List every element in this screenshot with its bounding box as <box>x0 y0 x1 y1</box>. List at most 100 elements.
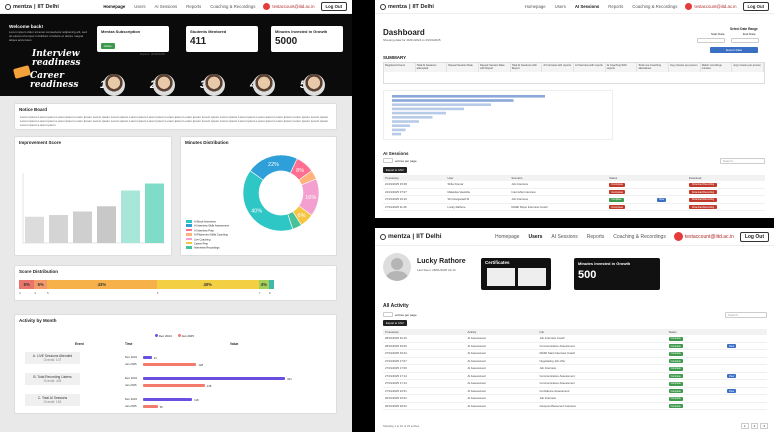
page-2-button[interactable]: 2 <box>750 423 759 429</box>
activity-col-value[interactable]: Value <box>230 342 239 346</box>
account-menu[interactable]: testaccount@iitd.ac.in <box>673 232 734 241</box>
col-download[interactable]: Download <box>686 175 765 181</box>
nav-ai-sessions[interactable]: AI Sessions <box>551 233 578 240</box>
col-activity[interactable]: Activity <box>465 329 538 335</box>
top-mentee-4[interactable]: 4 <box>250 74 276 96</box>
export-data-button[interactable]: Export Data <box>710 47 758 53</box>
legend-item[interactable]: AI Mock Interviews <box>186 220 229 224</box>
logout-button[interactable]: Log Out <box>320 2 347 11</box>
certificate-thumb-icon[interactable] <box>518 268 546 286</box>
top-mentee-1[interactable]: 1 <box>100 74 126 96</box>
page-1-button[interactable]: 1 <box>741 423 749 429</box>
table-row[interactable]: 26/01/2025 10:02 AI Assessment Job Intervi… <box>383 394 767 403</box>
col-status[interactable]: Status <box>607 175 656 181</box>
legend-item[interactable]: Career Prep <box>186 241 229 246</box>
top-mentee-3[interactable]: 3 <box>200 74 226 96</box>
account-menu[interactable]: testaccount@iitd.ac.in <box>685 3 737 10</box>
table-row[interactable]: 27/01/2025 17:13 AI Assessment Communicati… <box>383 379 767 388</box>
nav-ai-sessions[interactable]: AI Sessions <box>154 4 178 9</box>
legend-item[interactable]: AI Interview Skills Assessment <box>186 224 229 228</box>
nav-coaching[interactable]: Coaching & Recordings <box>210 4 256 9</box>
avatar <box>253 74 276 96</box>
start-date-input[interactable] <box>697 38 725 43</box>
end-date-input[interactable] <box>731 38 759 43</box>
table-row[interactable]: 27/01/2025 17:14 AI Assessment Communicati… <box>383 372 767 380</box>
table-row[interactable]: 21/01/2025 15:38 Shilei Kumar Job Intervie… <box>383 181 765 189</box>
download-recording-button[interactable]: Download Recording <box>688 205 718 209</box>
activity-entries-selector[interactable]: entries per page <box>383 312 417 317</box>
entries-selector[interactable]: entries per page <box>383 158 417 163</box>
logout-button[interactable]: Log Out <box>742 2 769 11</box>
activity-col-time[interactable]: Time <box>125 342 133 346</box>
nav-users[interactable]: Users <box>134 4 146 9</box>
brand-logo[interactable]: mentza | IIT Delhi <box>380 3 434 10</box>
table-row[interactable]: 27/01/2025 17:06 AI Assessment Job Intervi… <box>383 364 767 373</box>
table-row[interactable]: 27/01/2025 10:51 AI Assessment Confidence … <box>383 387 767 395</box>
download-recording-button[interactable]: Download Recording <box>688 182 718 187</box>
entries-dropdown[interactable] <box>383 158 393 163</box>
activity-search-input[interactable]: Search... <box>725 312 767 318</box>
nav-homepage[interactable]: Homepage <box>103 4 126 9</box>
score-segment: 6% <box>19 280 35 289</box>
row-view <box>724 394 767 403</box>
col-scenario[interactable]: Scenario <box>509 175 608 181</box>
col-timestamp[interactable]: Timestamp <box>383 329 466 335</box>
minutes-dist-card: Minutes Distribution 40% 22% 8% 16% 6% AI Mo… <box>180 136 337 256</box>
download-recording-button[interactable]: Download Recording <box>688 190 718 194</box>
top-mentee-2[interactable]: 2 <box>150 74 176 96</box>
table-row[interactable]: 27/01/2025 11:45 Lucky Rathore MGMt Stipot… <box>383 203 765 211</box>
table-row[interactable]: 26/01/2025 18:44 AI Assessment Campus Plac… <box>383 402 767 410</box>
mentza-logo-icon <box>380 233 386 240</box>
nav-reports[interactable]: Reports <box>608 4 624 9</box>
table-row[interactable]: 27/01/2025 23:16 Shri Harganath B Job Inte… <box>383 195 765 204</box>
view-button[interactable]: View <box>726 374 737 378</box>
legend-item[interactable]: AI Interview Prep <box>186 228 229 233</box>
col-status[interactable]: Status <box>666 329 725 335</box>
download-recording-button[interactable]: Download Recording <box>688 197 718 202</box>
status-badge: Complete <box>668 381 683 386</box>
table-row[interactable]: 27/01/2025 15:44 AI Assessment MGMt Stant … <box>383 349 767 358</box>
brand-logo[interactable]: mentza | IIT Delhi <box>5 3 59 10</box>
col-user[interactable]: User <box>445 175 510 181</box>
export-csv-button[interactable]: Export to CSV <box>383 167 407 173</box>
sessions-search-input[interactable]: Search... <box>720 158 765 164</box>
nav-ai-sessions[interactable]: AI Sessions <box>574 4 600 9</box>
certificate-thumb-icon[interactable] <box>487 268 515 286</box>
nav-coaching[interactable]: Coaching & Recordings <box>632 4 678 9</box>
activity-entries-dropdown[interactable] <box>383 312 393 317</box>
legend-item[interactable]: Live Coaching <box>186 237 229 242</box>
nav-reports[interactable]: Reports <box>586 233 605 240</box>
nav-users[interactable]: Users <box>528 233 543 240</box>
brand-logo[interactable]: mentza | IIT Delhi <box>380 233 442 240</box>
col-timestamp[interactable]: Timestamp <box>383 175 446 181</box>
account-menu[interactable]: testaccount@iitd.ac.in <box>263 3 315 10</box>
nav-coaching[interactable]: Coaching & Recordings <box>613 233 666 240</box>
nav-homepage[interactable]: Homepage <box>495 233 520 240</box>
certificates-card[interactable]: Certificates <box>481 258 551 290</box>
view-button[interactable]: View <box>657 197 667 202</box>
nav-users[interactable]: Users <box>554 4 566 9</box>
logout-button[interactable]: Log Out <box>739 231 769 242</box>
legend-item[interactable]: Interviews Recordings <box>186 246 229 250</box>
table-row[interactable]: 27/01/2025 17:07 AI Assessment Negotiating… <box>383 357 767 365</box>
table-row[interactable]: 28/01/2025 22:16 AI Assessment Job Intervi… <box>383 335 767 343</box>
row-view <box>724 335 767 343</box>
top-mentee-5[interactable]: 5 <box>300 74 326 96</box>
date-range-title: Select Date Range <box>730 27 758 31</box>
nav-homepage[interactable]: Homepage <box>524 4 546 9</box>
page-3-button[interactable]: 3 <box>760 423 769 429</box>
activity-col-event[interactable]: Event <box>75 342 84 346</box>
nav-reports[interactable]: Reports <box>186 4 202 9</box>
donut-label: 8% <box>296 168 304 174</box>
minutes-dist-title: Minutes Distribution <box>185 140 229 145</box>
table-row[interactable]: 28/01/2025 20:09 AI Assessment Communicati… <box>383 342 767 350</box>
summary-col: Repeat Session Rate <box>447 63 480 72</box>
col-info[interactable]: Info <box>537 329 667 335</box>
view-button[interactable]: View <box>726 344 737 348</box>
activity-export-csv-button[interactable]: Export to CSV <box>383 320 407 326</box>
minutes-dist-chart: 40% 22% 8% 16% 6% <box>242 154 320 232</box>
legend-item[interactable]: AI Placement Skills Coaching <box>186 233 229 237</box>
view-button[interactable]: View <box>726 389 737 393</box>
summary-col: Avg minutes per person <box>669 63 701 72</box>
table-row[interactable]: 24/01/2025 07:07 Malavika Vasistha Interns… <box>383 188 765 196</box>
